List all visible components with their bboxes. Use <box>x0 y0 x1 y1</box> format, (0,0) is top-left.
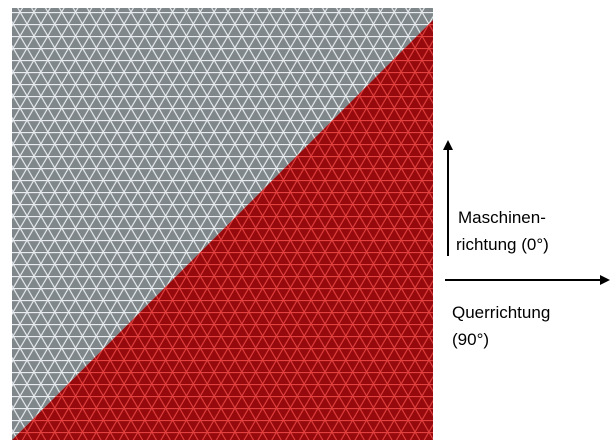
machine-label: Maschinen- <box>458 208 546 227</box>
cross-label: Querrichtung <box>452 303 550 322</box>
cross-label: (90°) <box>452 330 489 349</box>
machine-label: richtung (0°) <box>456 235 549 254</box>
